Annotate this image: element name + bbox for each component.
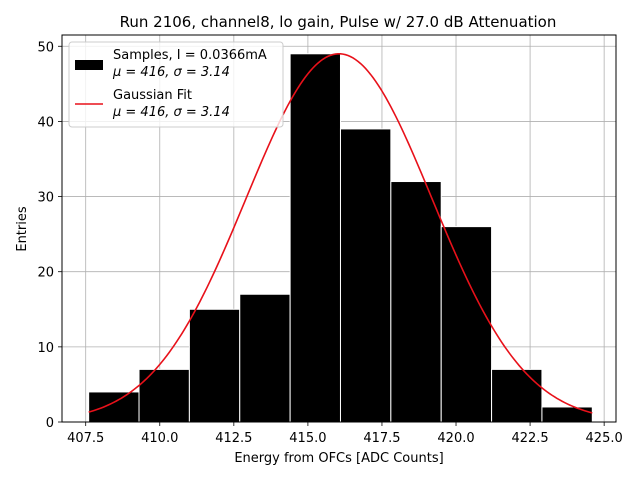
x-tick-label: 410.0 (141, 431, 178, 446)
x-tick-label: 407.5 (67, 431, 104, 446)
legend-label-fit: Gaussian Fit (113, 88, 192, 103)
histogram-bars (88, 53, 593, 423)
histogram-bar-5 (339, 128, 392, 423)
x-tick-label: 417.5 (363, 431, 400, 446)
y-tick-label: 50 (37, 40, 54, 55)
gaussian-fit-curve (88, 53, 593, 414)
histogram-bar-7 (440, 226, 493, 423)
histogram-bar-8 (491, 368, 543, 423)
x-axis-label: Energy from OFCs [ADC Counts] (234, 451, 443, 466)
legend-box (68, 41, 284, 128)
legend-swatch-samples (75, 60, 103, 70)
legend-label-samples: Samples, I = 0.0366mA (113, 48, 267, 63)
histogram-bar-2 (188, 308, 241, 423)
x-tick-label: 420.0 (437, 431, 474, 446)
histogram-bar-3 (239, 293, 291, 423)
x-tick-label: 425.0 (586, 431, 623, 446)
histogram-bar-6 (390, 181, 442, 423)
histogram-bar-1 (138, 368, 190, 423)
chart-title: Run 2106, channel8, lo gain, Pulse w/ 27… (120, 13, 557, 31)
y-tick-label: 20 (37, 266, 54, 281)
y-tick-label: 0 (46, 416, 54, 431)
gaussian-fit-line (88, 53, 593, 414)
x-axis-ticks: 407.5 410.0 412.5 415.0 417.5 420.0 422.5 425.0 (67, 422, 623, 446)
y-axis-ticks: 0 10 20 30 40 50 (37, 40, 62, 431)
legend-stats-samples: μ = 416, σ = 3.14 (112, 65, 230, 80)
plot-frame (61, 34, 617, 423)
legend-stats-fit: μ = 416, σ = 3.14 (112, 105, 230, 120)
x-tick-label: 412.5 (215, 431, 252, 446)
histogram-bar-9 (541, 406, 593, 423)
y-axis-label: Entries (15, 206, 30, 252)
y-tick-label: 30 (37, 191, 54, 206)
x-tick-label: 422.5 (511, 431, 548, 446)
histogram-bar-4 (289, 53, 341, 423)
x-tick-label: 415.0 (289, 431, 326, 446)
y-tick-label: 40 (37, 115, 54, 130)
y-tick-label: 10 (37, 341, 54, 356)
legend: Samples, I = 0.0366mA μ = 416, σ = 3.14 … (68, 41, 284, 128)
histogram-bar-0 (88, 391, 140, 423)
